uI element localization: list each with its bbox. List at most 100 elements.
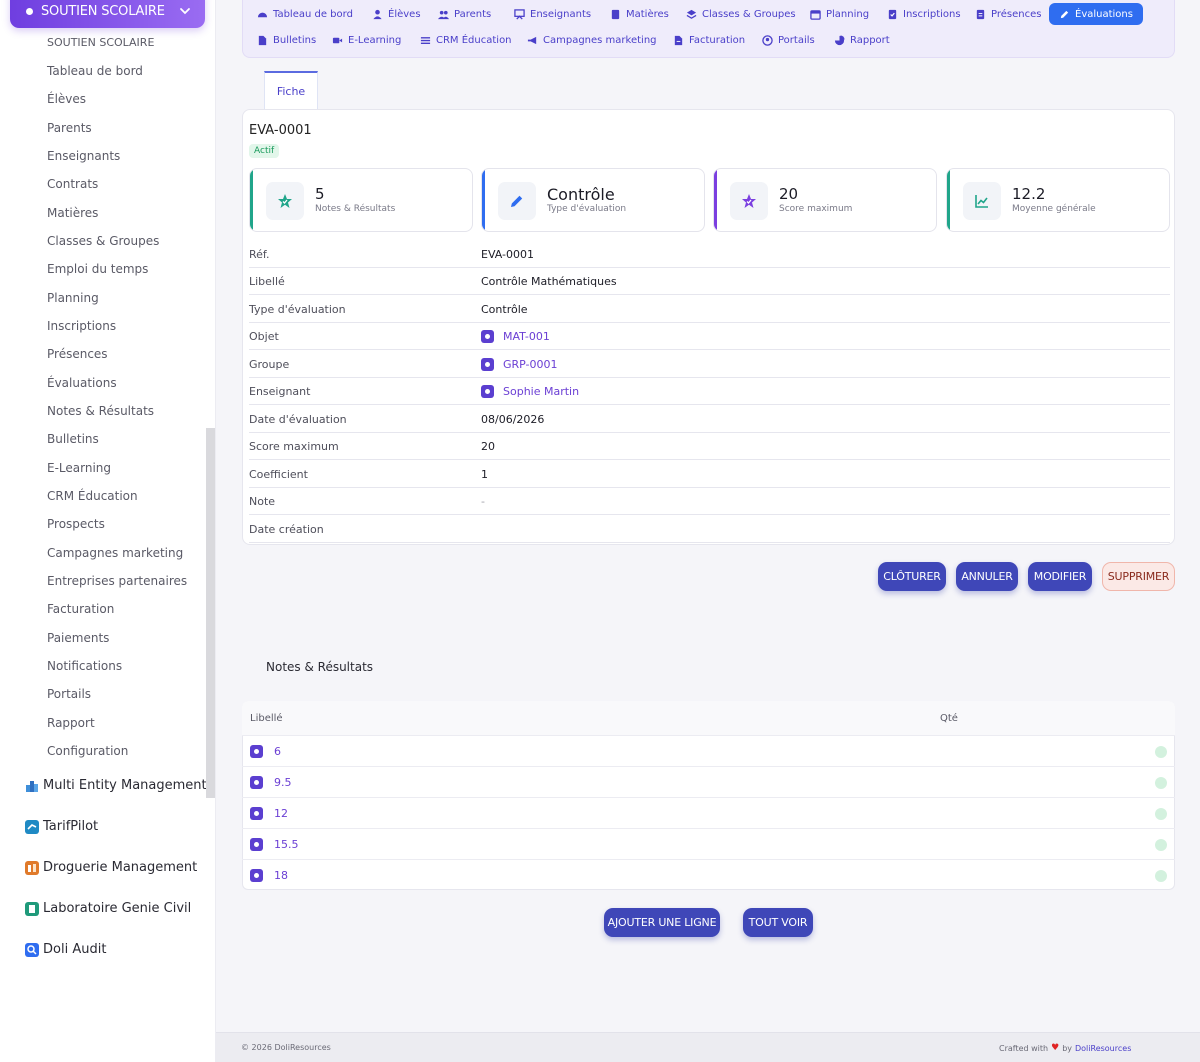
sidebar-group-tarifpilot[interactable]: TarifPilot (25, 819, 98, 834)
sidebar-item-paiements[interactable]: Paiements (47, 631, 110, 645)
sidebar-item-configuration[interactable]: Configuration (47, 744, 129, 758)
list-item[interactable]: 9.5 (242, 767, 1175, 798)
layers-icon (686, 9, 697, 19)
sidebar-group-droguerie[interactable]: Droguerie Management (25, 860, 197, 875)
sidebar-group-multi-entity[interactable]: Multi Entity Management (25, 778, 207, 793)
column-header-libelle: Libellé (250, 713, 283, 724)
nav-tab-eleves[interactable]: Élèves (372, 3, 421, 25)
detail-row-objet: Objet MAT-001 (249, 323, 1170, 350)
sidebar-group-laboratoire[interactable]: Laboratoire Genie Civil (25, 901, 191, 916)
sidebar-item-planning[interactable]: Planning (47, 291, 99, 305)
nav-tab-rapport[interactable]: Rapport (834, 29, 890, 51)
sidebar-item-matieres[interactable]: Matières (47, 206, 99, 220)
nav-label: Campagnes marketing (543, 34, 657, 46)
see-all-button[interactable]: TOUT VOIR (743, 908, 813, 937)
nav-tab-bulletins[interactable]: Bulletins (257, 29, 316, 51)
sidebar-item-soutien-scolaire[interactable]: SOUTIEN SCOLAIRE (47, 36, 155, 49)
sidebar-item-eleves[interactable]: Élèves (47, 92, 87, 106)
sidebar-group-doli-audit[interactable]: Doli Audit (25, 942, 106, 957)
detail-label: Date d'évaluation (249, 412, 347, 426)
star-check-icon (730, 182, 768, 220)
sidebar-item-evaluations[interactable]: Évaluations (47, 376, 117, 390)
list-item-link[interactable]: 15.5 (274, 837, 299, 851)
footer-crafted-with: Crafted with (999, 1043, 1049, 1053)
detail-link-text[interactable]: Sophie Martin (503, 384, 580, 398)
module-header-soutien-scolaire[interactable]: SOUTIEN SCOLAIRE (10, 0, 205, 28)
detail-link-enseignant[interactable]: Sophie Martin (481, 384, 580, 398)
list-item-link[interactable]: 12 (274, 806, 288, 820)
nav-tab-evaluations[interactable]: Évaluations (1049, 3, 1143, 25)
cancel-button[interactable]: ANNULER (956, 562, 1018, 591)
sidebar-item-portails[interactable]: Portails (47, 687, 92, 701)
list-item[interactable]: 15.5 (242, 829, 1175, 860)
sidebar-item-e-learning[interactable]: E-Learning (47, 461, 112, 475)
sidebar-item-parents[interactable]: Parents (47, 121, 92, 135)
object-icon (481, 329, 494, 343)
top-navigation (242, 0, 1175, 58)
sidebar-item-notifications[interactable]: Notifications (47, 659, 123, 673)
nav-tab-enseignants[interactable]: Enseignants (514, 3, 591, 25)
sidebar-item-enseignants[interactable]: Enseignants (47, 149, 121, 163)
laboratoire-icon (25, 901, 39, 916)
sidebar-item-tableau-de-bord[interactable]: Tableau de bord (47, 64, 143, 78)
nav-tab-matieres[interactable]: Matières (610, 3, 669, 25)
list-item[interactable]: 12 (242, 798, 1175, 829)
sidebar-item-bulletins[interactable]: Bulletins (47, 432, 99, 446)
sidebar-item-facturation[interactable]: Facturation (47, 602, 115, 616)
nav-tab-inscriptions[interactable]: Inscriptions (887, 3, 961, 25)
detail-row-date-creation: Date création (249, 516, 1170, 543)
nav-tab-parents[interactable]: Parents (438, 3, 491, 25)
footer-brand-link[interactable]: DoliResources (1075, 1043, 1132, 1053)
nav-tab-campagnes-marketing[interactable]: Campagnes marketing (527, 29, 657, 51)
nav-tab-e-learning[interactable]: E-Learning (332, 29, 401, 51)
add-line-button[interactable]: AJOUTER UNE LIGNE (604, 908, 720, 937)
list-item-link[interactable]: 9.5 (274, 775, 292, 789)
sidebar-item-presences[interactable]: Présences (47, 347, 108, 361)
nav-label: Présences (991, 8, 1042, 20)
sidebar-item-crm-education[interactable]: CRM Éducation (47, 489, 138, 503)
nav-tab-portails[interactable]: Portails (762, 29, 815, 51)
detail-value: - (481, 494, 485, 508)
sidebar-item-rapport[interactable]: Rapport (47, 716, 95, 730)
megaphone-icon (527, 36, 537, 44)
sidebar-item-prospects[interactable]: Prospects (47, 517, 105, 531)
detail-link-objet[interactable]: MAT-001 (481, 329, 550, 343)
kpi-card-score-max: 20 Score maximum (713, 168, 937, 232)
sidebar-item-emploi-du-temps[interactable]: Emploi du temps (47, 262, 149, 276)
nav-tab-presences[interactable]: Présences (975, 3, 1041, 25)
sidebar-item-campagnes-marketing[interactable]: Campagnes marketing (47, 546, 184, 560)
chevron-down-icon[interactable] (179, 5, 191, 17)
list-item[interactable]: 6 (242, 736, 1175, 767)
detail-link-groupe[interactable]: GRP-0001 (481, 357, 558, 371)
detail-label: Libellé (249, 274, 285, 288)
sidebar-scrollbar[interactable] (206, 428, 215, 798)
heart-icon: ♥ (1051, 1043, 1060, 1053)
nav-tab-tableau-de-bord[interactable]: Tableau de bord (257, 3, 353, 25)
delete-button[interactable]: SUPPRIMER (1102, 562, 1175, 591)
sidebar-item-inscriptions[interactable]: Inscriptions (47, 319, 117, 333)
nav-tab-classes-groupes[interactable]: Classes & Groupes (686, 3, 796, 25)
sidebar-item-notes-resultats[interactable]: Notes & Résultats (47, 404, 155, 418)
sidebar-item-contrats[interactable]: Contrats (47, 177, 99, 191)
edit-button[interactable]: MODIFIER (1028, 562, 1092, 591)
nav-label: Parents (454, 8, 492, 20)
nav-tab-crm-education[interactable]: CRM Éducation (420, 29, 512, 51)
sidebar-item-entreprises-partenaires[interactable]: Entreprises partenaires (47, 574, 188, 588)
sidebar-item-classes-groupes[interactable]: Classes & Groupes (47, 234, 160, 248)
kpi-label: Type d'évaluation (547, 204, 627, 214)
nav-tab-facturation[interactable]: Facturation (673, 29, 745, 51)
list-item-link[interactable]: 6 (274, 744, 281, 758)
invoice-icon (674, 35, 683, 45)
status-dot-icon (1155, 746, 1167, 758)
detail-link-text[interactable]: MAT-001 (503, 329, 550, 343)
tab-fiche[interactable]: Fiche (264, 71, 318, 109)
detail-label: Objet (249, 329, 279, 343)
user-circle-icon (762, 34, 773, 46)
detail-link-text[interactable]: GRP-0001 (503, 357, 558, 371)
nav-tab-planning[interactable]: Planning (810, 3, 869, 25)
list-item-link[interactable]: 18 (274, 869, 288, 882)
nav-label: Facturation (689, 34, 746, 46)
close-button[interactable]: CLÔTURER (878, 562, 946, 591)
detail-value: 1 (481, 467, 488, 481)
list-item[interactable]: 18 (242, 860, 1175, 891)
